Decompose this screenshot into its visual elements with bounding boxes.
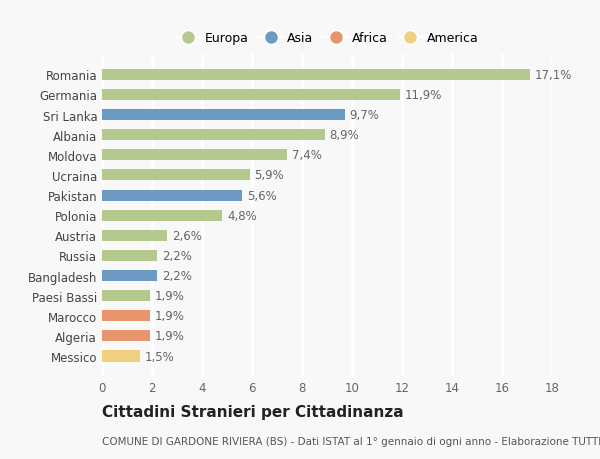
Text: 1,9%: 1,9%	[155, 310, 184, 323]
Bar	[102, 311, 149, 322]
Bar	[102, 130, 325, 141]
Text: 2,2%: 2,2%	[162, 269, 192, 282]
Bar	[102, 351, 139, 362]
Text: 8,9%: 8,9%	[329, 129, 359, 142]
Text: 5,6%: 5,6%	[247, 189, 277, 202]
Text: Cittadini Stranieri per Cittadinanza: Cittadini Stranieri per Cittadinanza	[102, 404, 404, 419]
Bar	[102, 190, 242, 201]
Text: 11,9%: 11,9%	[404, 89, 442, 102]
Bar	[102, 270, 157, 281]
Bar	[102, 150, 287, 161]
Bar	[102, 230, 167, 241]
Bar	[102, 170, 250, 181]
Text: 2,2%: 2,2%	[162, 249, 192, 263]
Bar	[102, 90, 400, 101]
Text: 7,4%: 7,4%	[292, 149, 322, 162]
Text: COMUNE DI GARDONE RIVIERA (BS) - Dati ISTAT al 1° gennaio di ogni anno - Elabora: COMUNE DI GARDONE RIVIERA (BS) - Dati IS…	[102, 436, 600, 446]
Text: 1,5%: 1,5%	[145, 350, 174, 363]
Bar	[102, 210, 222, 221]
Bar	[102, 250, 157, 262]
Bar	[102, 291, 149, 302]
Text: 9,7%: 9,7%	[349, 109, 379, 122]
Text: 17,1%: 17,1%	[535, 69, 572, 82]
Text: 1,9%: 1,9%	[155, 290, 184, 302]
Text: 2,6%: 2,6%	[172, 230, 202, 242]
Text: 4,8%: 4,8%	[227, 209, 257, 222]
Legend: Europa, Asia, Africa, America: Europa, Asia, Africa, America	[176, 33, 478, 45]
Bar	[102, 110, 344, 121]
Bar	[102, 330, 149, 341]
Text: 5,9%: 5,9%	[254, 169, 284, 182]
Bar	[102, 70, 530, 81]
Text: 1,9%: 1,9%	[155, 330, 184, 343]
